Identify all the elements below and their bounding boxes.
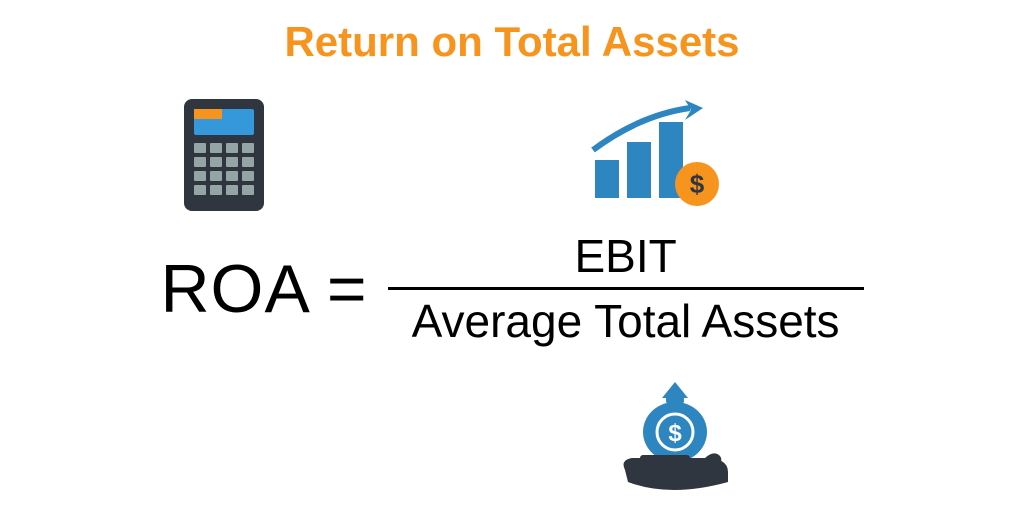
svg-text:$: $ [690, 169, 705, 199]
page-title: Return on Total Assets [0, 0, 1024, 66]
calculator-icon [180, 95, 268, 220]
formula-fraction: EBIT Average Total Assets [388, 225, 864, 352]
svg-text:$: $ [668, 420, 682, 447]
bar-chart-growth-icon: $ [585, 100, 735, 215]
money-bag-hand-icon: $ [610, 370, 740, 505]
formula-denominator: Average Total Assets [388, 290, 864, 352]
formula: ROA = EBIT Average Total Assets [0, 225, 1024, 352]
formula-lhs: ROA = [160, 250, 367, 328]
formula-numerator: EBIT [550, 225, 700, 287]
